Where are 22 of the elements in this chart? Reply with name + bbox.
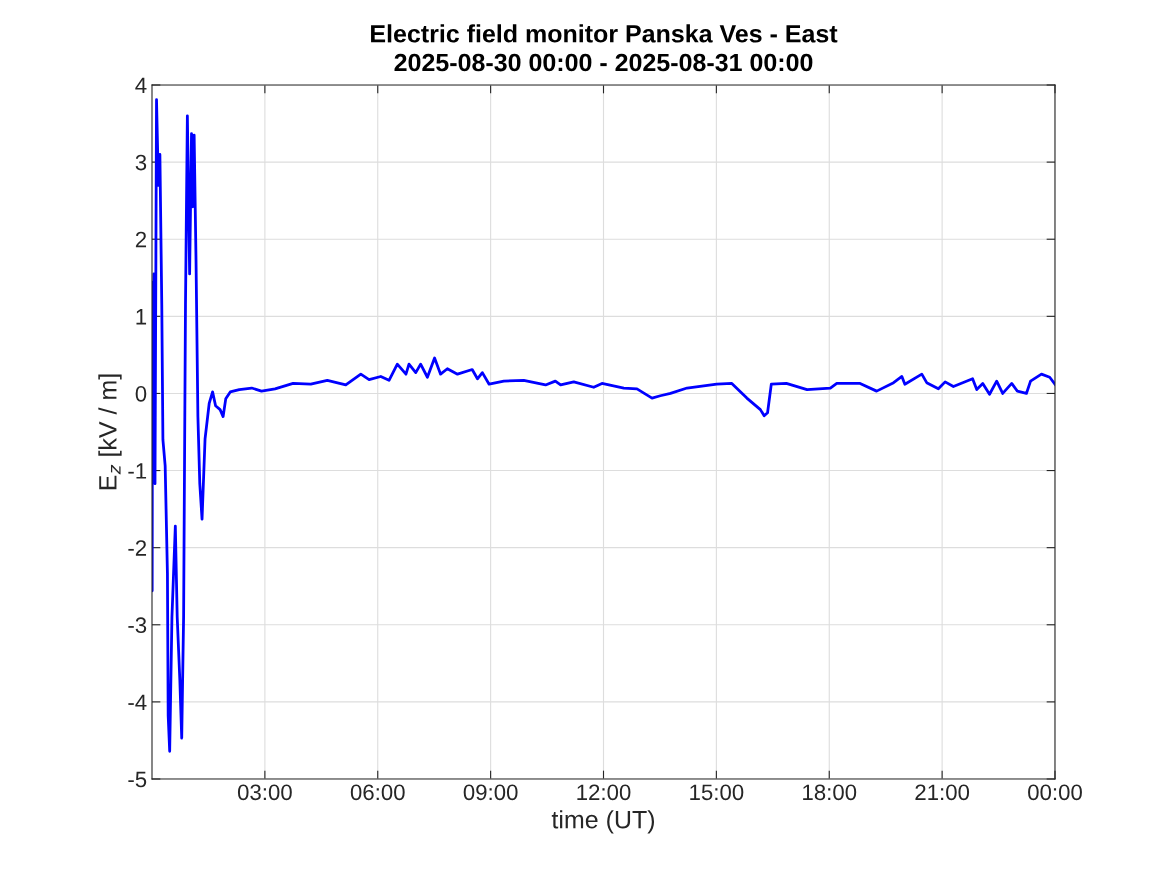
x-axis-title: time (UT) [551, 810, 655, 834]
y-axis-title: E$_{z}$ [kV / m] [98, 374, 122, 490]
x-tick-label: 12:00 [577, 784, 631, 801]
y-tick-label: -3 [128, 617, 147, 634]
y-tick-label: -5 [128, 771, 147, 788]
y-tick-label: -4 [128, 694, 147, 710]
x-tick-label: 09:00 [463, 784, 518, 801]
x-tick-label: 18:00 [803, 784, 857, 801]
y-tick-label: 0 [135, 385, 147, 402]
x-tick-label: 15:00 [690, 784, 744, 801]
y-tick-label: 1 [136, 309, 147, 325]
y-tick-label: 4 [135, 77, 147, 94]
line-series [152, 98, 1055, 753]
x-tick-label: 03:00 [237, 784, 292, 801]
y-tick-label: 2 [135, 231, 147, 248]
x-tick-label: 06:00 [350, 784, 405, 801]
x-tick-label: 00:00 [1028, 784, 1082, 801]
y-tick-label: -2 [128, 540, 147, 556]
chart-title: Electric field monitor Panska Ves - East 2025-08-30 00:00 - 2025-08-31 00:00 [371, 24, 838, 72]
y-tick-label: -1 [128, 463, 147, 479]
y-tick-label: 3 [135, 154, 147, 171]
x-tick-label: 21:00 [915, 784, 970, 801]
